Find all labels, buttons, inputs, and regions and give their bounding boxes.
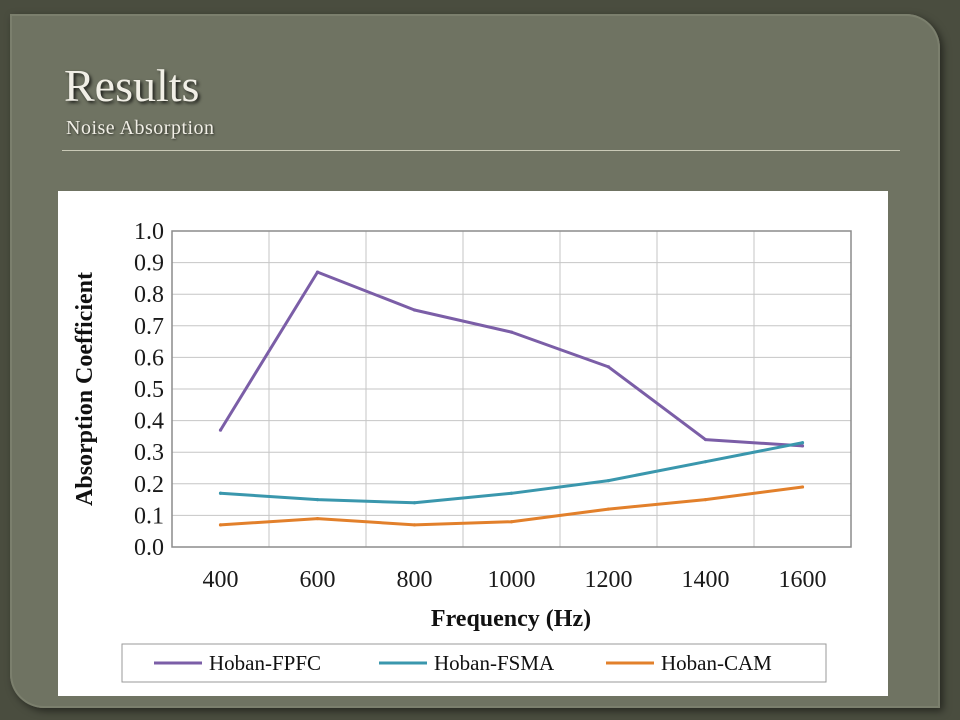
legend-label: Hoban-CAM <box>661 651 772 675</box>
x-axis-title: Frequency (Hz) <box>431 606 591 632</box>
chart-panel: 0.0 0.1 0.2 0.3 0.4 0.5 0.6 0.7 0.8 0.9 1.0 400 600… <box>58 191 888 696</box>
legend: Hoban-FPFC Hoban-FSMA Hoban-CAM <box>154 651 772 675</box>
data-point-hoban-fsma <box>315 498 320 502</box>
y-tick-label: 0.2 <box>134 472 164 498</box>
y-tick-label: 0.3 <box>134 440 164 466</box>
legend-box <box>121 643 827 683</box>
x-tick-label: 400 <box>203 567 239 593</box>
data-point-hoban-fpfc <box>509 330 514 334</box>
grid-layer <box>171 230 852 548</box>
y-tick-label: 0.7 <box>134 314 164 340</box>
y-tick-label: 0.4 <box>134 409 164 435</box>
data-point-hoban-fpfc <box>315 270 320 274</box>
data-point-hoban-fpfc <box>606 365 611 369</box>
y-tick-label: 0.8 <box>134 282 164 308</box>
y-axis-title: Absorption Coefficient <box>72 272 98 506</box>
y-tick-label: 0.0 <box>134 535 164 561</box>
data-point-hoban-fpfc <box>800 444 805 448</box>
series-line-hoban-fpfc <box>219 270 804 448</box>
data-point-hoban-fsma <box>509 491 514 495</box>
line-chart: 0.0 0.1 0.2 0.3 0.4 0.5 0.6 0.7 0.8 0.9 1.0 400 600… <box>72 219 852 683</box>
y-tick-label: 0.1 <box>134 503 164 529</box>
data-point-hoban-fsma <box>703 460 708 464</box>
slide-subtitle: Noise Absorption <box>66 117 215 139</box>
data-point-hoban-fsma <box>412 501 417 505</box>
x-tick-label: 1600 <box>779 567 827 593</box>
data-point-hoban-fsma <box>218 491 223 495</box>
data-point-hoban-cam <box>606 507 611 511</box>
y-tick-label: 0.9 <box>134 251 164 277</box>
x-tick-label: 1000 <box>488 567 536 593</box>
x-tick-label: 1400 <box>682 567 730 593</box>
data-point-hoban-cam <box>315 516 320 521</box>
data-point-hoban-fpfc <box>703 437 708 442</box>
data-point-hoban-cam <box>800 485 805 489</box>
data-point-hoban-cam <box>412 523 417 527</box>
title-divider <box>62 150 900 151</box>
x-tick-label: 1200 <box>585 567 633 593</box>
data-point-hoban-cam <box>218 523 223 527</box>
plot-border <box>171 230 852 548</box>
data-point-hoban-fsma <box>606 479 611 483</box>
data-point-hoban-cam <box>509 520 514 524</box>
legend-label: Hoban-FSMA <box>434 651 555 675</box>
data-point-hoban-fsma <box>800 441 805 445</box>
x-tick-label: 600 <box>300 567 336 593</box>
y-tick-label: 0.5 <box>134 377 164 403</box>
data-point-hoban-cam <box>703 498 708 502</box>
slide-title: Results <box>64 60 200 111</box>
data-point-hoban-fpfc <box>218 428 223 432</box>
legend-label: Hoban-FPFC <box>209 651 321 675</box>
x-tick-label: 800 <box>397 567 433 593</box>
y-tick-label: 1.0 <box>134 219 164 245</box>
y-tick-label: 0.6 <box>134 345 164 371</box>
series-layer <box>218 270 805 527</box>
data-point-hoban-fpfc <box>412 308 417 312</box>
x-tick-labels: 400 600 800 1000 1200 1400 1600 <box>203 567 827 593</box>
y-tick-labels: 0.0 0.1 0.2 0.3 0.4 0.5 0.6 0.7 0.8 0.9 1.0 <box>134 219 164 561</box>
